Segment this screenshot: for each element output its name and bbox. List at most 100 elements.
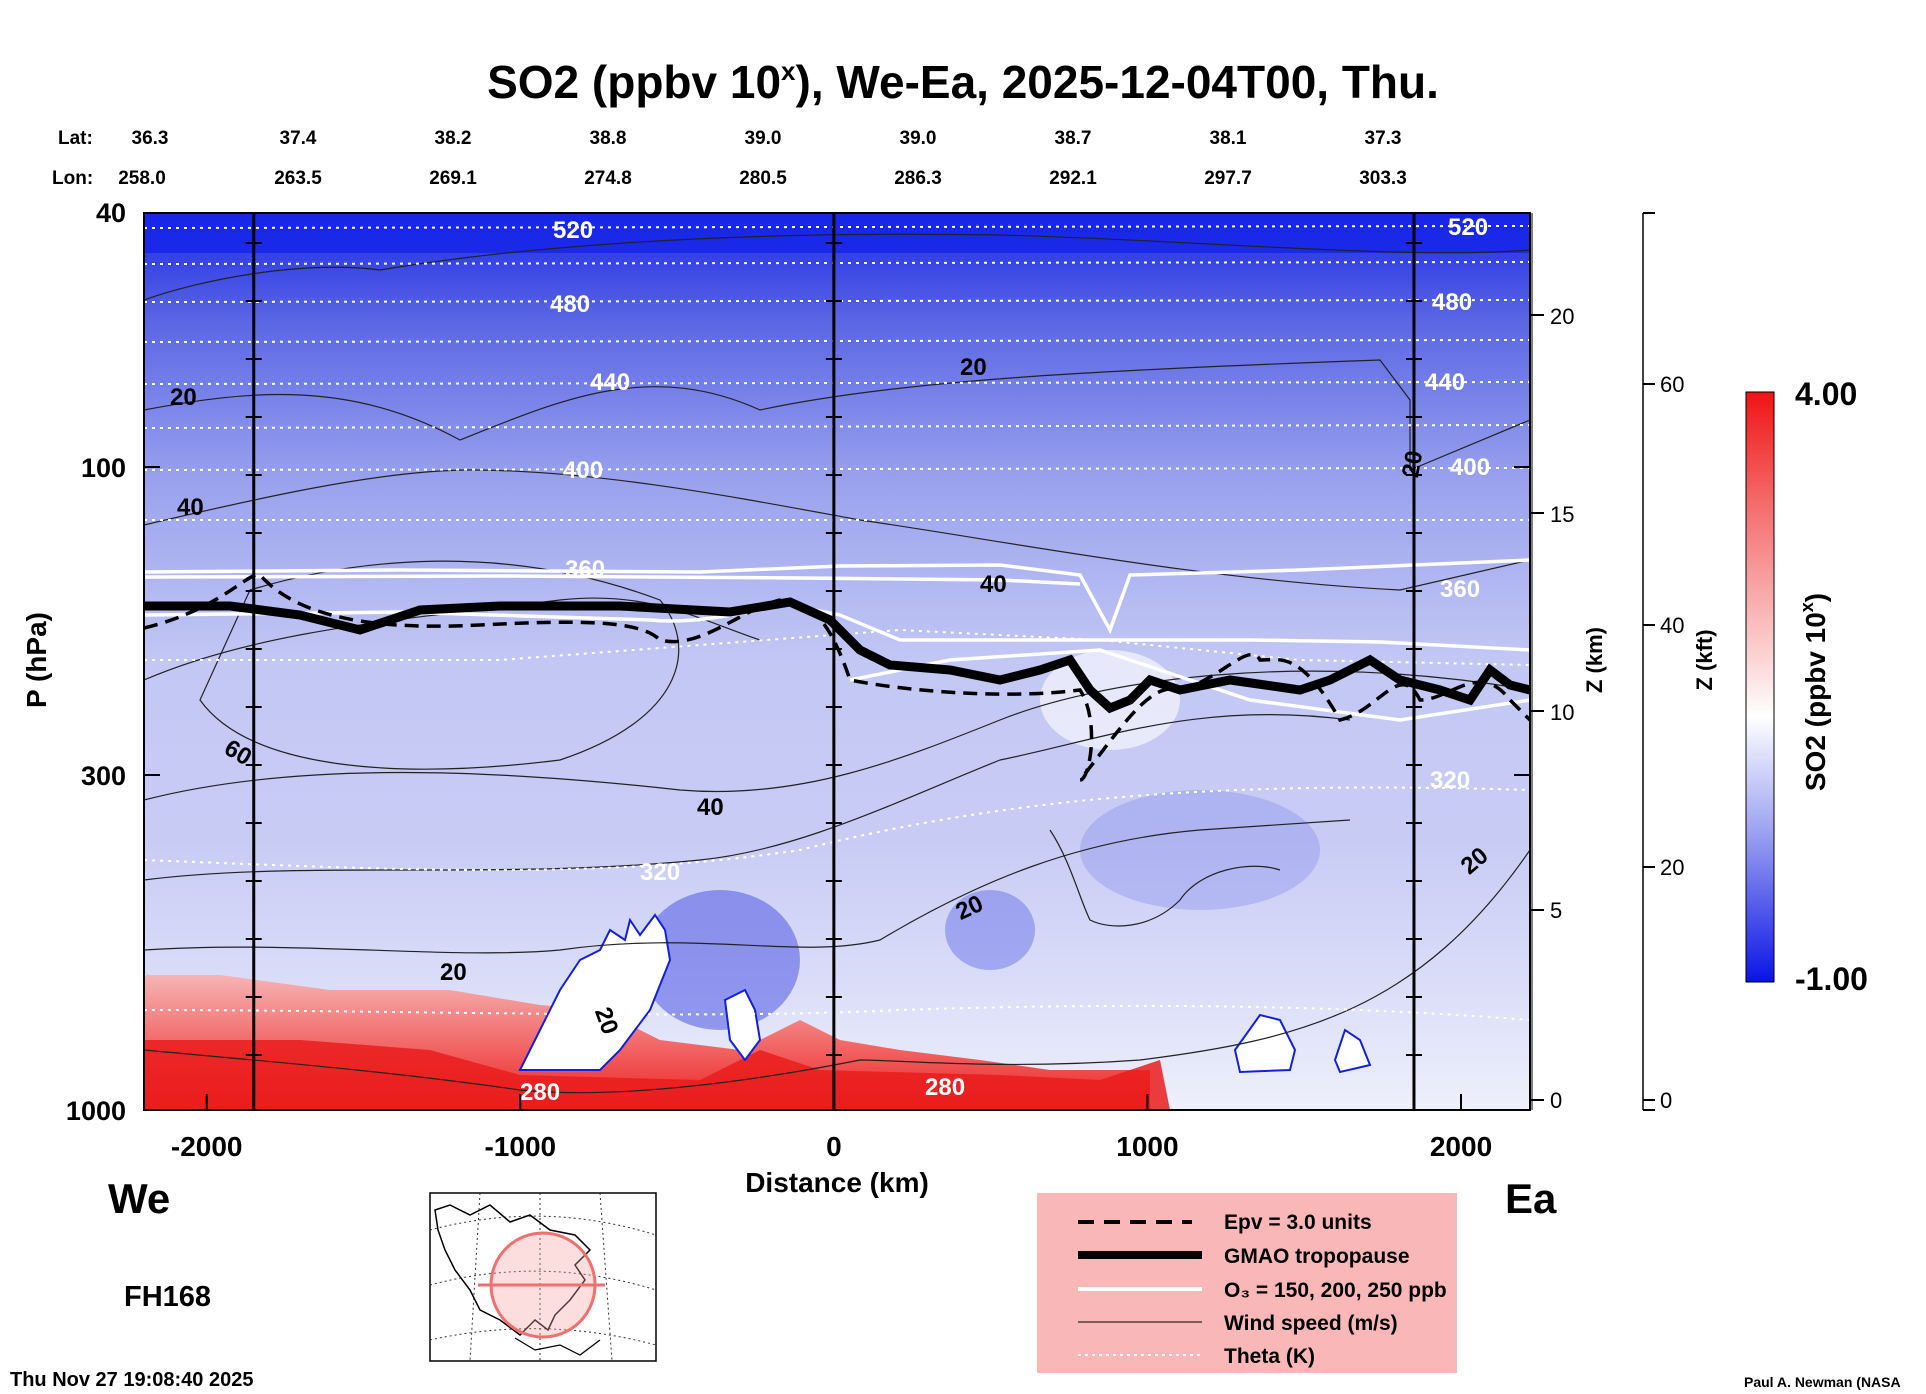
legend-label-epv: Epv = 3.0 units — [1224, 1211, 1372, 1234]
lon-value: 258.0 — [118, 168, 166, 189]
lat-value: 38.1 — [1210, 128, 1247, 149]
lon-value: 303.3 — [1359, 168, 1407, 189]
timestamp: Thu Nov 27 19:08:40 2025 — [10, 1369, 253, 1391]
chart-title-rest: ), We-Ea, 2025-12-04T00, Thu. — [796, 56, 1439, 108]
theta-contours — [144, 225, 1530, 1021]
coastline — [434, 1204, 592, 1336]
x-axis-label: Distance (km) — [745, 1167, 929, 1198]
lon-value: 274.8 — [584, 168, 632, 189]
z-km-tick-20: 20 — [1550, 304, 1574, 329]
z-km-tick-10: 10 — [1550, 700, 1574, 725]
lon-value: 280.5 — [739, 168, 787, 189]
white-patch-2 — [723, 988, 762, 1062]
z-km-axis: 0 5 10 15 20 Z (km) — [1530, 213, 1607, 1113]
colorbar-title-end: ) — [1800, 593, 1831, 602]
x-tick-label: -1000 — [484, 1131, 556, 1162]
x-tick-label: 2000 — [1430, 1131, 1492, 1162]
chart-title: SO2 (ppbv 10x), We-Ea, 2025-12-04T00, Th… — [487, 56, 1439, 108]
lon-value: 263.5 — [274, 168, 322, 189]
colorbar-max-label: 4.00 — [1795, 376, 1857, 412]
z-kft-tick-40: 40 — [1660, 613, 1684, 638]
lon-value: 292.1 — [1049, 168, 1097, 189]
east-label: Ea — [1505, 1175, 1557, 1222]
lat-value: 39.0 — [900, 128, 937, 149]
theta-label-320-left: 320 — [640, 859, 680, 886]
lat-value: 39.0 — [745, 128, 782, 149]
so2-blue-anomaly-1 — [640, 890, 800, 1030]
vertical-reference-lines — [245, 213, 1422, 1110]
map-inset — [429, 1192, 657, 1362]
legend-label-theta: Theta (K) — [1224, 1345, 1315, 1368]
colorbar: 4.00 -1.00 SO2 (ppbv 10x) — [1745, 376, 1868, 997]
y-axis: 40 100 300 1000 P (hPa) — [21, 198, 1530, 1126]
theta-label-280-right: 280 — [925, 1074, 965, 1101]
epv-contour — [144, 572, 1530, 782]
theta-label-520-left: 520 — [553, 217, 593, 244]
theta-label-440-left: 440 — [590, 369, 630, 396]
wind-contours — [144, 233, 1530, 1094]
forecast-hour: FH168 — [124, 1281, 211, 1313]
lat-label: Lat: — [58, 128, 93, 149]
credit: Paul A. Newman (NASA — [1744, 1374, 1901, 1390]
lat-value: 38.7 — [1055, 128, 1092, 149]
wind-label-20-b: 20 — [960, 354, 987, 381]
so2-red-core — [144, 1040, 1170, 1110]
x-axis: -2000 -1000 0 1000 2000 — [171, 1094, 1492, 1162]
colorbar-min-label: -1.00 — [1795, 961, 1868, 997]
theta-label-360-right: 360 — [1440, 576, 1480, 603]
theta-label-480-right: 480 — [1432, 289, 1472, 316]
so2-blue-anomaly-2 — [945, 890, 1035, 970]
so2-upper-band — [144, 213, 1530, 253]
z-kft-tick-60: 60 — [1660, 372, 1684, 397]
gmao-tropopause — [144, 597, 1530, 714]
theta-label-520-right: 520 — [1448, 214, 1488, 241]
plot-frame — [143, 212, 1531, 1111]
chart-title-main: SO2 (ppbv 10 — [487, 56, 781, 108]
wind-label-20-a: 20 — [170, 384, 197, 411]
theta-label-440-right: 440 — [1425, 369, 1465, 396]
lat-values: 36.3 37.4 38.2 38.8 39.0 39.0 38.7 38.1 37.3 — [132, 128, 1402, 149]
x-tick-label: 0 — [826, 1131, 842, 1162]
z-km-label: Z (km) — [1582, 627, 1607, 693]
y-tick-label-1000: 1000 — [66, 1096, 126, 1126]
z-km-tick-5: 5 — [1550, 898, 1562, 923]
lon-value: 269.1 — [429, 168, 477, 189]
lon-values: 258.0 263.5 269.1 274.8 280.5 286.3 292.1 297.7… — [118, 168, 1407, 189]
z-kft-axis: 0 20 40 60 Z (kft) — [1642, 212, 1717, 1113]
lat-value: 36.3 — [132, 128, 169, 149]
lat-value: 38.2 — [435, 128, 472, 149]
wind-label-20-d: 20 — [440, 959, 467, 986]
lon-value: 297.7 — [1204, 168, 1252, 189]
plot-area — [144, 213, 1530, 1110]
legend: Epv = 3.0 units GMAO tropopause O₃ = 150… — [1037, 1193, 1457, 1373]
lon-label: Lon: — [52, 168, 93, 189]
white-patch-4 — [1333, 1028, 1372, 1074]
z-kft-tick-0: 0 — [1660, 1088, 1672, 1113]
y-axis-label: P (hPa) — [21, 612, 52, 708]
legend-label-tropopause: GMAO tropopause — [1224, 1245, 1410, 1268]
colorbar-title-main: SO2 (ppbv 10 — [1800, 612, 1831, 791]
theta-label-400-right: 400 — [1450, 454, 1490, 481]
wind-label-40-a: 40 — [177, 494, 204, 521]
z-kft-label: Z (kft) — [1692, 629, 1717, 690]
colorbar-ramp — [1745, 391, 1775, 983]
wind-label-40-c: 40 — [697, 794, 724, 821]
theta-label-400-left: 400 — [563, 457, 603, 484]
wind-label-40-b: 40 — [980, 571, 1007, 598]
lat-value: 37.3 — [1365, 128, 1402, 149]
white-patch-1 — [518, 913, 672, 1071]
y-axis-ticks — [144, 212, 1530, 1111]
lat-value: 38.8 — [590, 128, 627, 149]
theta-label-280-left: 280 — [520, 1079, 560, 1106]
so2-blue-anomaly-3 — [1080, 790, 1320, 910]
white-patch-3 — [1233, 1013, 1297, 1074]
chart-title-sup: x — [781, 56, 796, 86]
legend-label-wind: Wind speed (m/s) — [1224, 1312, 1398, 1335]
lon-value: 286.3 — [894, 168, 942, 189]
theta-label-480-left: 480 — [550, 291, 590, 318]
x-tick-label: -2000 — [171, 1131, 243, 1162]
x-tick-label: 1000 — [1116, 1131, 1178, 1162]
z-km-tick-15: 15 — [1550, 502, 1574, 527]
wind-label-20-c: 20 — [1397, 449, 1428, 480]
